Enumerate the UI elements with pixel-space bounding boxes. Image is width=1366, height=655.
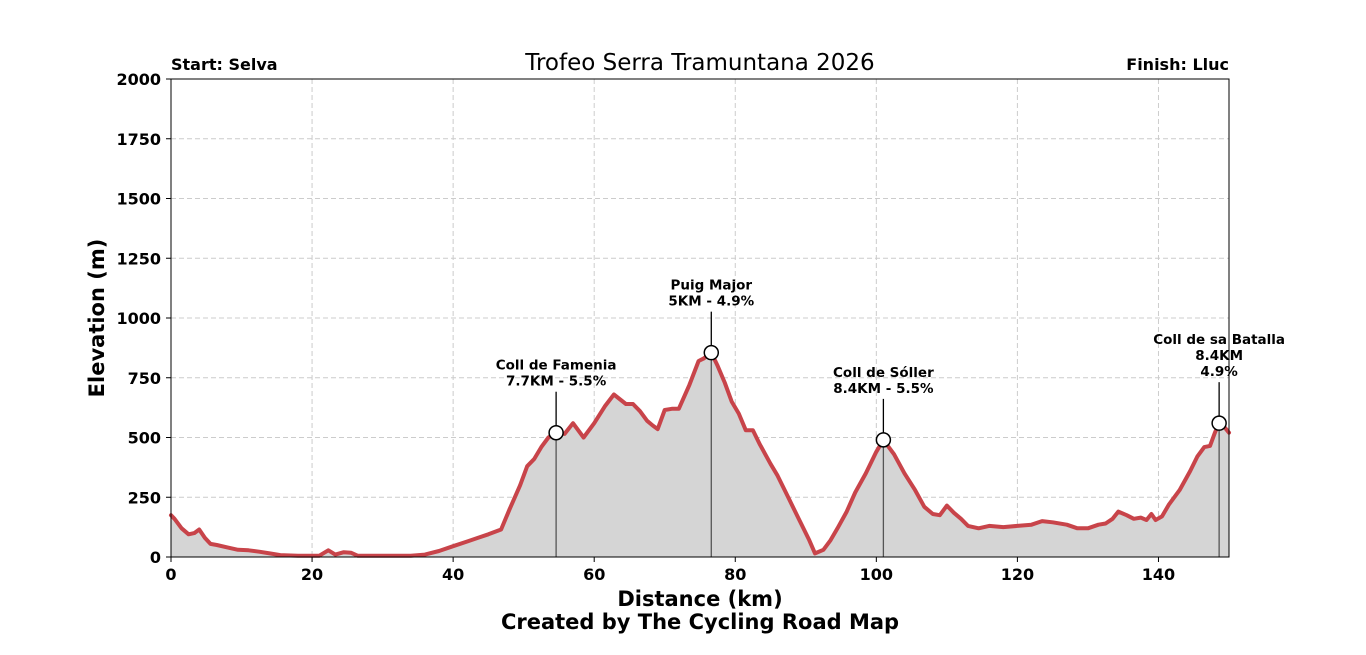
x-tick-label: 0 [165,565,176,584]
elevation-area-fill [171,352,1229,557]
climb-label: Coll de Famenia [496,358,617,374]
y-tick-label: 1250 [116,249,161,268]
y-tick-label: 250 [128,488,161,507]
y-tick-label: 500 [128,429,161,448]
climb-label: 7.7KM - 5.5% [506,374,607,390]
y-tick-label: 1500 [116,190,161,209]
start-label: Start: Selva [171,55,278,74]
climb-label: Puig Major [670,278,752,294]
credit-label: Created by The Cycling Road Map [501,610,899,634]
y-tick-label: 1750 [116,130,161,149]
climb-label: 8.4KM [1195,348,1243,364]
summit-marker-icon [875,432,892,448]
climb-label: Coll de Sóller [833,365,934,381]
climb-label: 4.9% [1200,364,1238,380]
x-axis-label: Distance (km) [617,587,782,611]
summit-marker-icon [548,424,564,441]
climb-label: 5KM - 4.9% [668,294,754,310]
y-tick-label: 750 [128,369,161,388]
y-axis-ticks: 0 250 500 750 1000 1250 1500 1750 2000 [116,70,171,567]
x-tick-label: 80 [724,565,746,584]
finish-label: Finish: Lluc [1126,55,1229,74]
climb-label: Coll de sa Batalla [1153,332,1285,348]
y-tick-label: 1000 [116,309,161,328]
y-axis-label: Elevation (m) [85,239,109,398]
climb-label: 8.4KM - 5.5% [833,381,934,397]
y-tick-label: 2000 [116,70,161,89]
x-tick-label: 140 [1142,565,1175,584]
elevation-profile-line [169,350,1231,558]
x-tick-label: 60 [583,565,605,584]
x-tick-label: 100 [860,565,893,584]
climb-marker-lines [555,352,1220,557]
x-tick-label: 40 [442,565,464,584]
x-axis-ticks: 0 20 40 60 80 100 120 140 [165,557,1175,584]
x-tick-label: 120 [1001,565,1034,584]
summit-marker-icon [703,344,720,361]
summit-marker-icon [1211,415,1227,431]
chart-title: Trofeo Serra Tramuntana 2026 [524,50,874,76]
y-tick-label: 0 [150,548,161,567]
x-tick-label: 20 [301,565,323,584]
